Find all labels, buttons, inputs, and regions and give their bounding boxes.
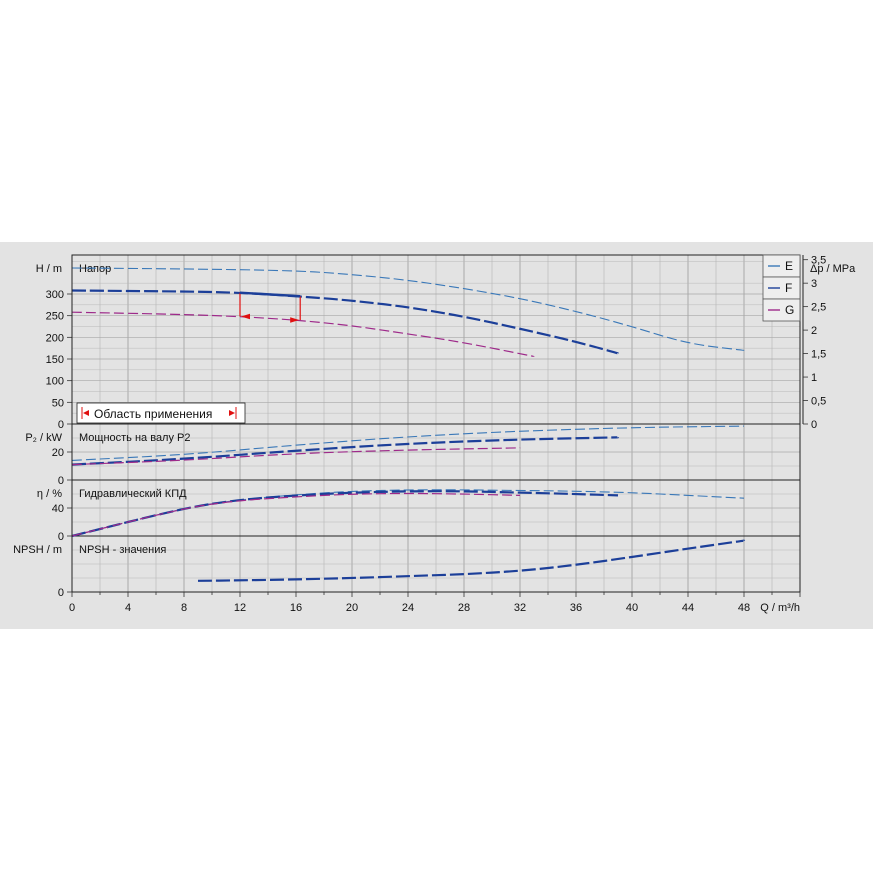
series-line-E-power bbox=[71, 425, 745, 461]
x-axis-label: Q / m³/h bbox=[760, 602, 800, 614]
y-tick-label: 50 bbox=[52, 397, 64, 409]
series-line-G-head bbox=[71, 311, 535, 358]
y-tick-label: 40 bbox=[52, 503, 64, 515]
x-tick-label: 4 bbox=[125, 602, 131, 614]
panel-title: Напор bbox=[79, 263, 111, 275]
legend-range-arrow-right bbox=[229, 410, 235, 416]
series-line-F-npsh bbox=[197, 539, 746, 582]
y-axis-label: P₂ / kW bbox=[25, 432, 62, 444]
series-line-E-efficiency bbox=[71, 489, 745, 537]
legend-label-F: F bbox=[785, 281, 792, 295]
right-tick-label: 1,5 bbox=[811, 349, 826, 361]
x-tick-label: 0 bbox=[69, 602, 75, 614]
x-tick-label: 16 bbox=[290, 602, 302, 614]
x-tick-label: 48 bbox=[738, 602, 750, 614]
legend-entry-box bbox=[762, 298, 801, 322]
x-tick-label: 24 bbox=[402, 602, 414, 614]
y-tick-label: 250 bbox=[46, 311, 64, 323]
right-tick-label: 2,5 bbox=[811, 302, 826, 314]
y-tick-label: 0 bbox=[58, 475, 64, 487]
chart-panel: 0 50 100 150 200 250 300 H / m Напор 0 0,5 1 1,5 2 2,5… bbox=[0, 242, 873, 629]
application-range-duty-curve bbox=[239, 291, 301, 298]
series-line-G-efficiency bbox=[71, 492, 521, 537]
series-line-F-head bbox=[71, 289, 620, 355]
panel-title: Гидравлический КПД bbox=[79, 488, 187, 500]
y-tick-label: 0 bbox=[58, 531, 64, 543]
right-tick-label: 1 bbox=[811, 372, 817, 384]
right-tick-label: 0 bbox=[811, 419, 817, 431]
legend-range-arrow-left bbox=[83, 410, 89, 416]
y-axis-label: H / m bbox=[36, 263, 62, 275]
x-tick-label: 36 bbox=[570, 602, 582, 614]
series-line-G-power bbox=[71, 447, 521, 466]
right-tick-label: 3,5 bbox=[811, 255, 826, 267]
x-tick-label: 20 bbox=[346, 602, 358, 614]
series-line-F-power bbox=[71, 436, 620, 466]
right-tick-label: 3 bbox=[811, 278, 817, 290]
application-range-label: Область применения bbox=[94, 407, 212, 421]
x-tick-label: 32 bbox=[514, 602, 526, 614]
application-range-arrow-right bbox=[290, 317, 300, 323]
series-line-E-head bbox=[71, 267, 745, 351]
y-tick-label: 200 bbox=[46, 332, 64, 344]
x-tick-label: 40 bbox=[626, 602, 638, 614]
y-tick-label: 100 bbox=[46, 376, 64, 388]
application-range-arrow-left bbox=[241, 313, 250, 320]
right-axis-label: Δp / MPa bbox=[810, 263, 856, 275]
x-tick-label: 8 bbox=[181, 602, 187, 614]
y-tick-label: 0 bbox=[58, 419, 64, 431]
y-tick-label: 150 bbox=[46, 354, 64, 366]
x-tick-label: 28 bbox=[458, 602, 470, 614]
panel-title: Мощность на валу P2 bbox=[79, 432, 191, 444]
legend-label-E: E bbox=[785, 259, 793, 273]
application-range-legend-box bbox=[76, 402, 246, 424]
y-axis-label: NPSH / m bbox=[13, 544, 62, 556]
y-tick-label: 300 bbox=[46, 289, 64, 301]
x-tick-label: 12 bbox=[234, 602, 246, 614]
right-tick-label: 2 bbox=[811, 325, 817, 337]
y-axis-label: η / % bbox=[37, 488, 62, 500]
right-tick-label: 0,5 bbox=[811, 396, 826, 408]
x-tick-label: 44 bbox=[682, 602, 694, 614]
legend-label-G: G bbox=[785, 303, 794, 317]
y-tick-label: 0 bbox=[58, 587, 64, 599]
panel-title: NPSH - значения bbox=[79, 544, 166, 556]
y-tick-label: 20 bbox=[52, 447, 64, 459]
